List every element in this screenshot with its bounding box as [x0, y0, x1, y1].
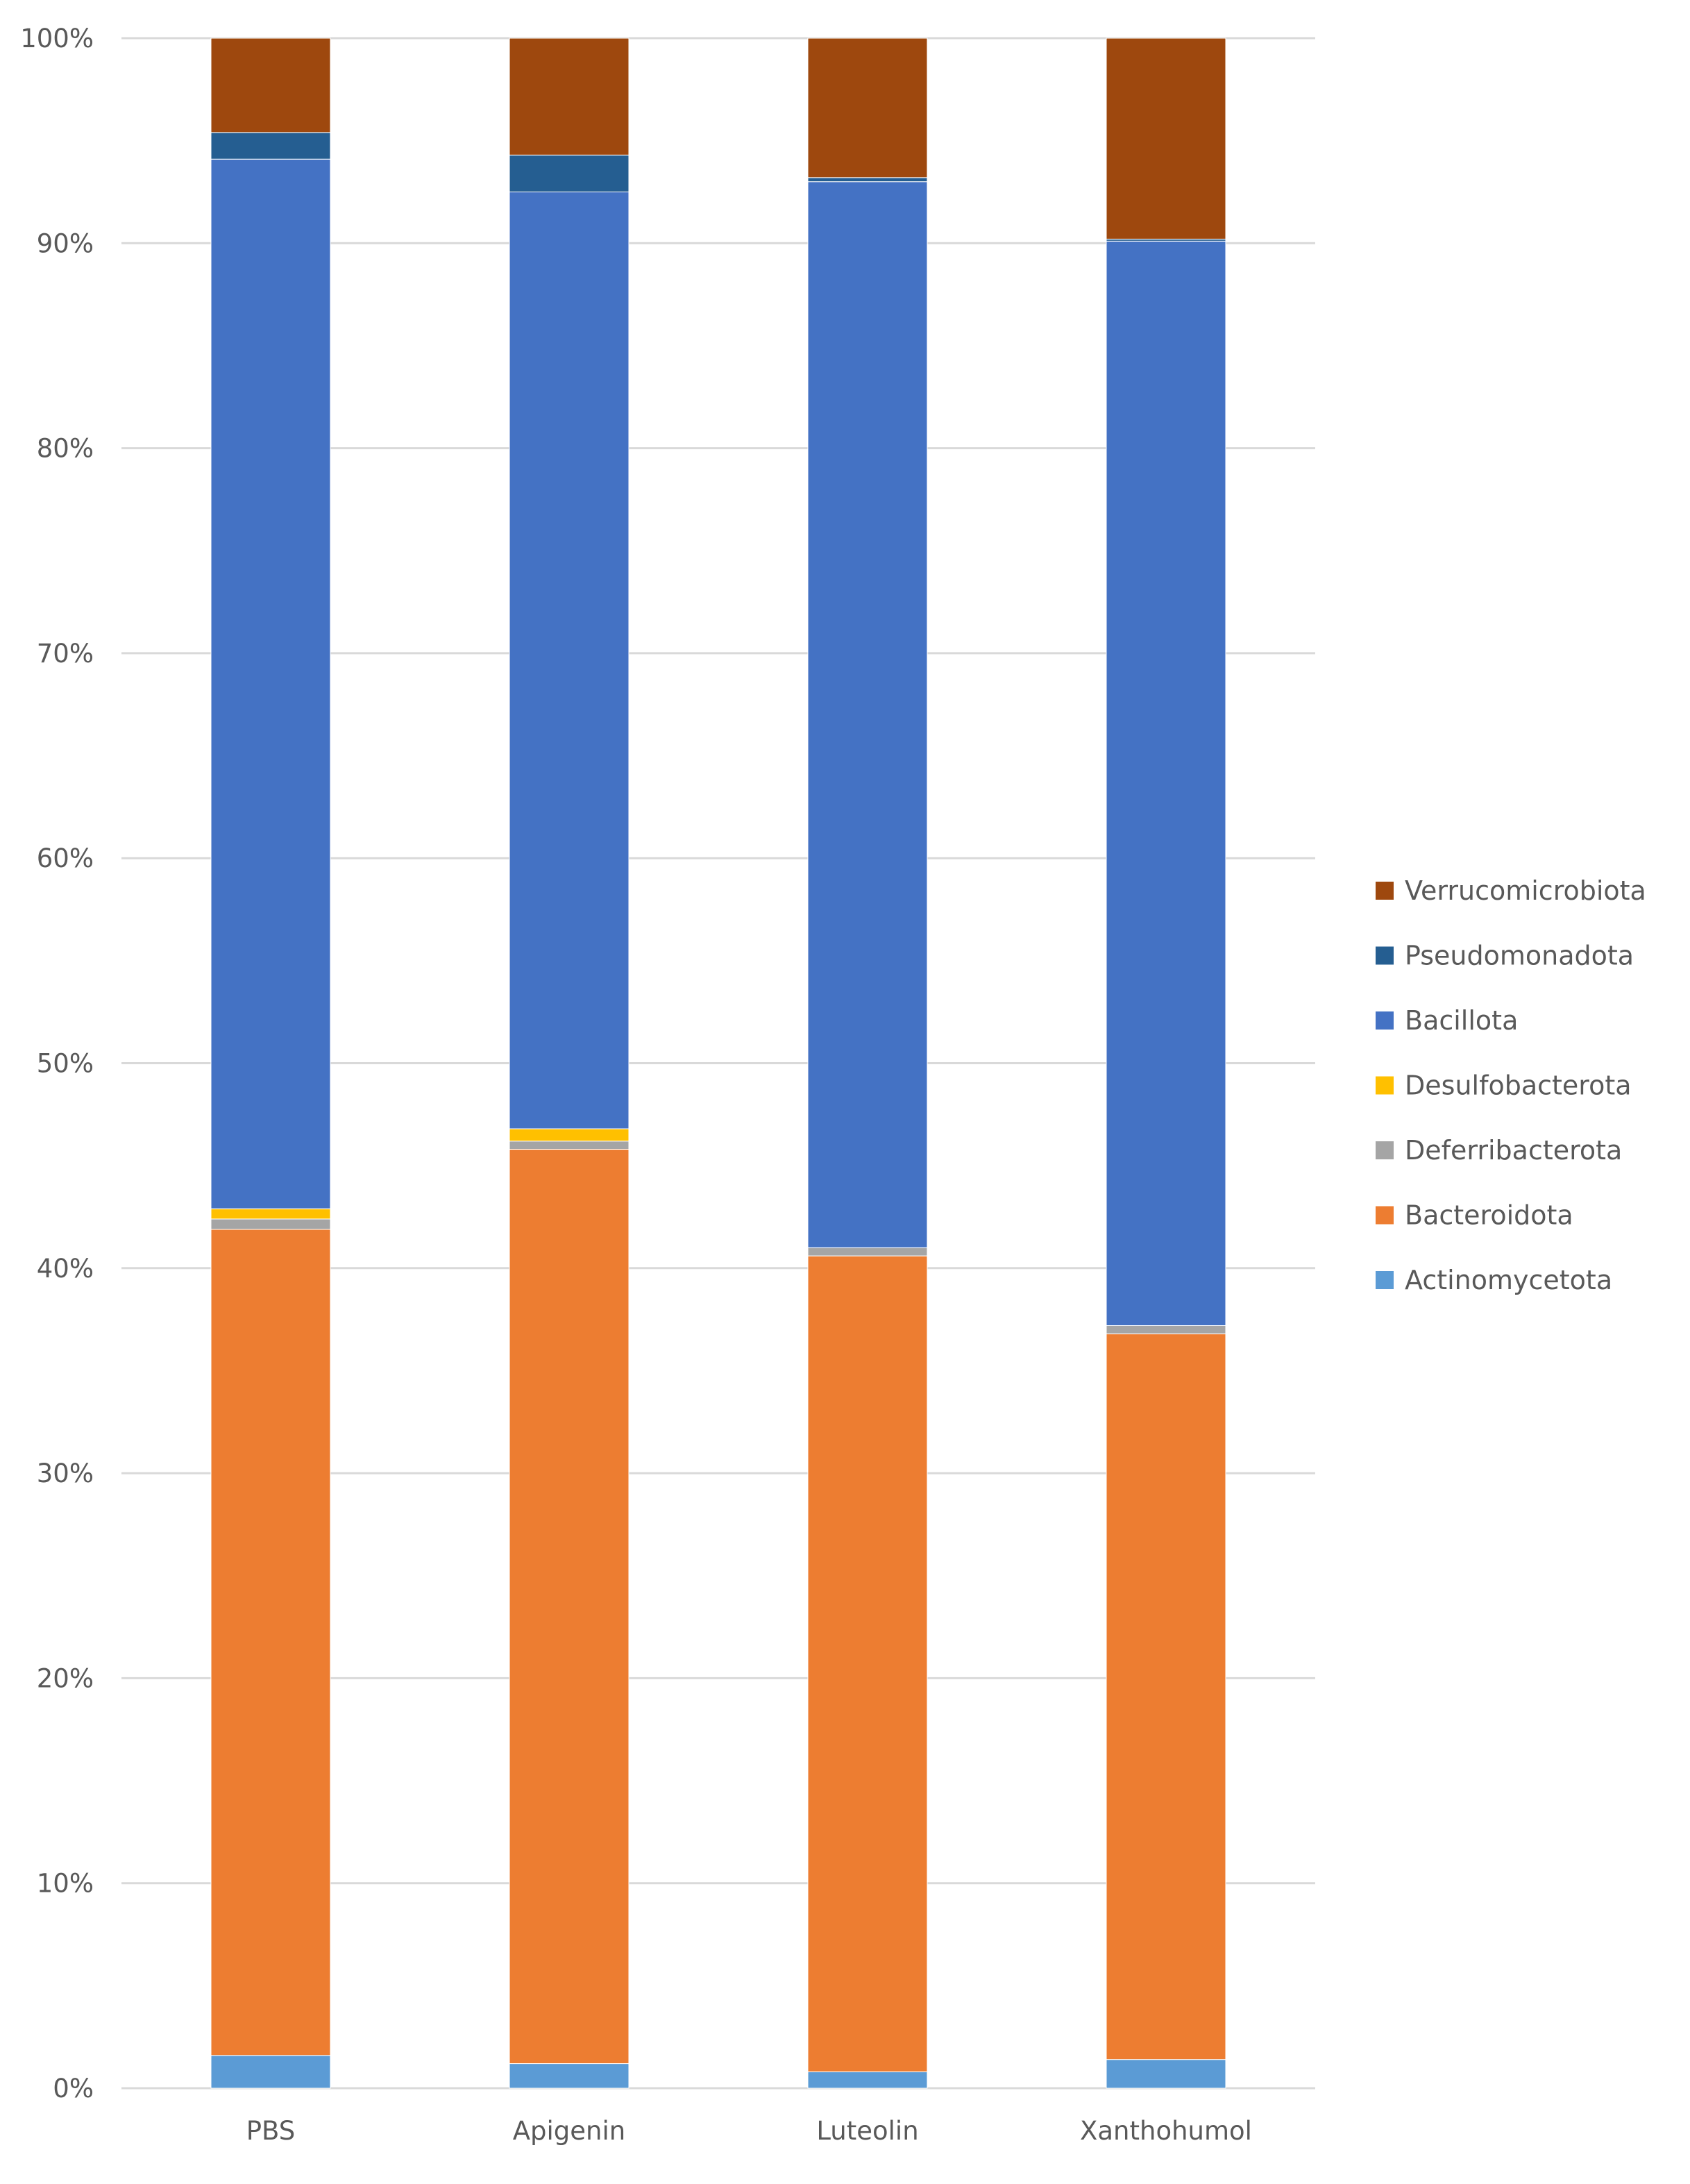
bar-segment [210, 1229, 331, 2056]
y-tick-label: 10% [37, 1869, 94, 1899]
bar-segment [807, 181, 928, 1248]
x-tick-label: PBS [246, 2116, 296, 2146]
bar-segment [807, 2071, 928, 2089]
legend-item: Desulfobacterota [1376, 1070, 1632, 1101]
x-tick-label: Xanthohumol [1080, 2116, 1252, 2146]
y-tick-label: 0% [53, 2074, 94, 2103]
bar-segment [807, 177, 928, 183]
bar-segment [509, 1141, 629, 1150]
legend: Verrucomicrobiota Pseudomonadota Bacillota… [1376, 875, 1646, 1295]
bar-segment [807, 1255, 928, 2072]
legend-label: Desulfobacterota [1405, 1070, 1632, 1101]
bar-segment [1106, 240, 1226, 1326]
legend-swatch [1376, 1011, 1394, 1030]
y-tick-label: 40% [37, 1254, 94, 1284]
y-tick-label: 70% [37, 639, 94, 669]
legend-label: Deferribacterota [1405, 1135, 1622, 1166]
y-tick-label: 80% [37, 434, 94, 464]
x-tick-label: Luteolin [816, 2116, 918, 2146]
bar-segment [210, 1218, 331, 1230]
y-tick-label: 50% [37, 1049, 94, 1079]
legend-label: Bacillota [1405, 1005, 1518, 1036]
legend-label: Pseudomonadota [1405, 941, 1634, 971]
bar-segment [210, 158, 331, 1209]
bar-segment [210, 37, 331, 133]
y-tick-label: 60% [37, 843, 94, 873]
bar-segment [509, 191, 629, 1129]
bar-stack [210, 37, 331, 2089]
legend-label: Bacteroidota [1405, 1200, 1573, 1231]
bar-segment [1106, 1333, 1226, 2060]
bar-segment [210, 132, 331, 160]
legend-item: Bacteroidota [1376, 1200, 1573, 1231]
bar-stack [509, 37, 629, 2089]
bar-segment [1106, 2059, 1226, 2089]
bar-segment [807, 37, 928, 178]
legend-label: Verrucomicrobiota [1405, 875, 1646, 906]
legend-item: Actinomycetota [1376, 1265, 1612, 1295]
legend-label: Actinomycetota [1405, 1265, 1612, 1295]
bar-stack [1106, 37, 1226, 2089]
legend-swatch [1376, 1271, 1394, 1289]
legend-swatch [1376, 1141, 1394, 1159]
y-tick-label: 90% [37, 228, 94, 258]
bar-segment [509, 2063, 629, 2089]
bar-segment [807, 1247, 928, 1257]
legend-swatch [1376, 1206, 1394, 1225]
legend-swatch [1376, 946, 1394, 965]
bars [210, 37, 1226, 2089]
y-tick-label: 30% [37, 1459, 94, 1488]
x-tick-label: Apigenin [513, 2116, 626, 2146]
legend-swatch [1376, 882, 1394, 900]
bar-segment [1106, 1325, 1226, 1334]
legend-item: Bacillota [1376, 1005, 1518, 1036]
bar-segment [210, 2055, 331, 2089]
legend-item: Pseudomonadota [1376, 941, 1634, 971]
y-tick-label: 100% [20, 24, 94, 53]
bar-segment [1106, 37, 1226, 240]
legend-item: Verrucomicrobiota [1376, 875, 1646, 906]
bar-segment [509, 37, 629, 156]
y-axis-tick-labels: 0% 10% 20% 30% 40% 50% 60% 70% 80% 90% 100% [20, 24, 94, 2103]
bar-segment [210, 1208, 331, 1220]
legend-swatch [1376, 1076, 1394, 1095]
y-tick-label: 20% [37, 1663, 94, 1693]
bar-stack [807, 37, 928, 2089]
x-axis-category-labels: PBS Apigenin Luteolin Xanthohumol [246, 2116, 1252, 2146]
bar-segment [509, 1128, 629, 1142]
bar-segment [509, 1149, 629, 2065]
bar-segment [509, 154, 629, 192]
legend-item: Deferribacterota [1376, 1135, 1622, 1166]
